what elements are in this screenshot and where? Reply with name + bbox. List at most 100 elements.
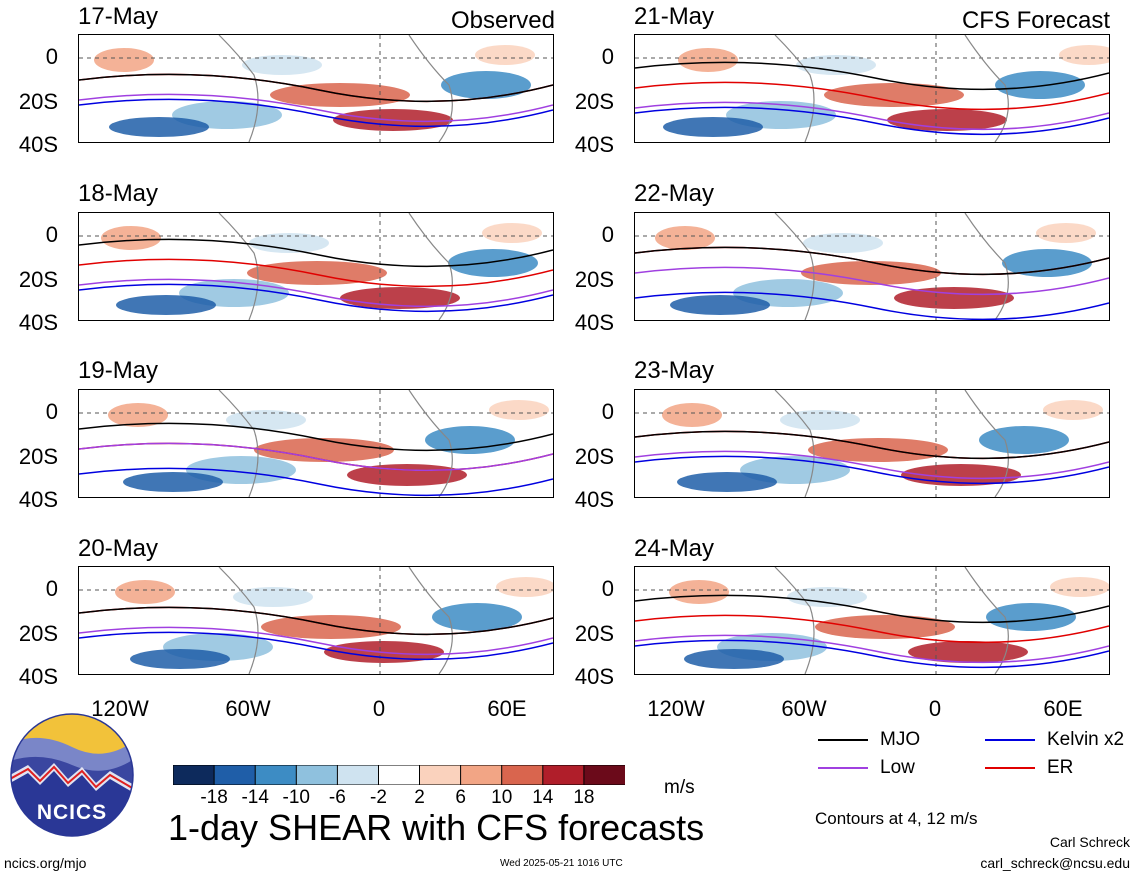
- coastline: [964, 390, 1009, 497]
- shading-blob: [425, 426, 515, 454]
- x-tick-60w-left: 60W: [225, 696, 271, 721]
- colorbar-swatch-7: [419, 764, 462, 786]
- contour-line: [635, 81, 1109, 111]
- y-tick-20s-c1-r1: 20S: [18, 89, 58, 114]
- contour-line: [79, 278, 553, 308]
- shading-blob: [441, 71, 531, 99]
- shading-blob: [669, 580, 729, 604]
- coastline: [218, 213, 259, 320]
- colorbar-tick-1: -18: [200, 787, 228, 808]
- panel-date-1: 17-May: [78, 3, 159, 30]
- shading-blob: [254, 438, 394, 462]
- colorbar-swatch-11: [583, 764, 626, 786]
- shading-blob: [432, 603, 522, 631]
- contour-line: [79, 467, 553, 497]
- y-tick-40s-c1-r3: 40S: [18, 487, 58, 512]
- ncics-logo: NCICS: [10, 713, 134, 837]
- shading-blob: [496, 577, 553, 597]
- coastline: [218, 567, 259, 674]
- colorbar-tick-2: -14: [241, 787, 269, 808]
- shading-blob: [670, 295, 770, 315]
- shading-blob: [824, 83, 964, 107]
- map-panel-7: [634, 389, 1110, 498]
- colorbar-tick-5: -2: [370, 787, 387, 808]
- contour-line: [79, 93, 553, 123]
- shading-blob: [123, 472, 223, 492]
- contour-line: [79, 238, 553, 268]
- contour-line: [635, 266, 1109, 296]
- contour-line: [635, 450, 1109, 480]
- y-tick-40s-c1-r2: 40S: [18, 310, 58, 335]
- contour-line: [79, 631, 553, 661]
- contour-line: [79, 73, 553, 103]
- y-tick-20s-c2-r1: 20S: [574, 89, 614, 114]
- coastline: [774, 567, 815, 674]
- map-panel-6: [634, 212, 1110, 321]
- colorbar-swatch-4: [295, 764, 339, 786]
- contour-line: [79, 283, 553, 313]
- y-tick-40s-c1-r1: 40S: [18, 132, 58, 157]
- x-tick-0-left: 0: [372, 696, 386, 721]
- contour-line: [635, 639, 1109, 669]
- shading-blob: [116, 295, 216, 315]
- shading-blob: [677, 472, 777, 492]
- shading-blob: [803, 233, 883, 253]
- colorbar-swatch-1: [172, 764, 216, 786]
- map-panel-5: [634, 34, 1110, 143]
- shading-blob: [979, 426, 1069, 454]
- shading-blob: [482, 223, 542, 243]
- shading-blob: [249, 233, 329, 253]
- map-panel-3: [78, 389, 554, 498]
- coastline: [218, 390, 259, 497]
- shading-blob: [684, 649, 784, 669]
- y-tick-20s-c2-r2: 20S: [574, 267, 614, 292]
- x-tick-120w-left: 120W: [91, 696, 149, 721]
- shading-blob: [101, 226, 161, 250]
- shading-blob: [108, 403, 168, 427]
- y-tick-0-c2-r1: 0: [601, 44, 614, 69]
- contour-line: [635, 594, 1109, 624]
- colorbar-unit: m/s: [664, 777, 695, 798]
- coastline: [964, 213, 1009, 320]
- y-tick-0-c1-r3: 0: [45, 399, 58, 424]
- coastline: [408, 567, 453, 674]
- coastline: [774, 35, 815, 142]
- colorbar-swatch-9: [501, 764, 544, 786]
- colorbar-tick-4: -6: [328, 787, 346, 808]
- contour-line: [79, 442, 553, 472]
- y-tick-40s-c2-r4: 40S: [574, 664, 614, 689]
- shading-blob: [1036, 223, 1096, 243]
- figure-title: 1-day SHEAR with CFS forecasts: [168, 807, 705, 848]
- shading-blob: [233, 587, 313, 607]
- panel-date-7: 23-May: [634, 357, 715, 384]
- shading-blob: [1002, 249, 1092, 277]
- coastline: [964, 567, 1009, 674]
- contour-line: [79, 258, 553, 288]
- y-tick-20s-c1-r2: 20S: [18, 267, 58, 292]
- y-tick-40s-c1-r4: 40S: [18, 664, 58, 689]
- map-panel-2: [78, 212, 554, 321]
- map-panel-4: [78, 566, 554, 675]
- shading-blob: [489, 400, 549, 420]
- colorbar: [172, 764, 626, 786]
- shading-blob: [1050, 577, 1109, 597]
- shading-blob: [815, 615, 955, 639]
- x-tick-60w-right: 60W: [781, 696, 827, 721]
- shading-blob: [1043, 400, 1103, 420]
- contour-line: [635, 101, 1109, 131]
- colorbar-tick-10: 18: [573, 787, 595, 808]
- shading-blob: [347, 464, 467, 486]
- y-tick-20s-c1-r3: 20S: [18, 444, 58, 469]
- shading-blob: [663, 117, 763, 137]
- shading-blob: [448, 249, 538, 277]
- y-tick-0-c1-r2: 0: [45, 222, 58, 247]
- shading-blob: [995, 71, 1085, 99]
- coastline: [408, 390, 453, 497]
- shading-blob: [270, 83, 410, 107]
- colorbar-tick-3: -10: [282, 787, 310, 808]
- shading-blob: [908, 641, 1028, 663]
- x-tick-120w-right: 120W: [647, 696, 705, 721]
- shading-blob: [226, 410, 306, 430]
- shading-blob: [242, 55, 322, 75]
- coastline: [218, 35, 259, 142]
